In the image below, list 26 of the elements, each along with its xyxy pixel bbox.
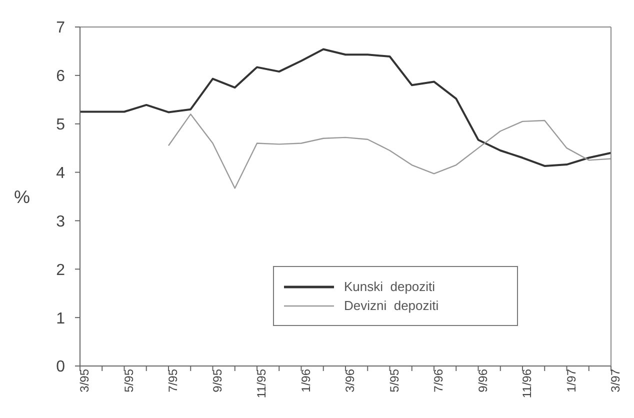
line-series [79, 48, 612, 167]
y-tick-label: 5 [56, 116, 66, 134]
x-tick-label: 11/96 [520, 368, 534, 398]
x-tick-label: 3/95 [78, 368, 92, 392]
x-tick-label: 7/95 [166, 368, 180, 392]
x-tick-label: 1/96 [298, 368, 313, 392]
x-tick-label: 9/96 [476, 368, 490, 392]
legend-label: Devizni depoziti [344, 298, 439, 313]
x-tick-label: 5/95 [122, 368, 136, 392]
y-axis-title: % [14, 186, 30, 207]
legend-label: Kunski depoziti [344, 279, 436, 294]
x-tick-label: 11/95 [254, 368, 269, 398]
y-tick-label: 2 [56, 262, 66, 279]
y-tick-label: 7 [56, 20, 66, 37]
y-tick-label: 6 [56, 68, 66, 86]
y-tick-label: 3 [56, 213, 66, 230]
y-tick-label: 4 [56, 164, 66, 182]
x-tick-label: 3/97 [608, 368, 623, 392]
x-tick-label: 5/95 [387, 368, 402, 392]
y-tick-label: 0 [56, 358, 66, 376]
x-tick-label: 9/95 [210, 368, 224, 392]
x-tick-label: 3/96 [343, 368, 358, 392]
y-tick-label: 1 [56, 310, 66, 328]
line-series [168, 114, 612, 189]
x-tick-label: 1/97 [564, 368, 578, 392]
x-tick-label: 7/96 [432, 368, 446, 392]
